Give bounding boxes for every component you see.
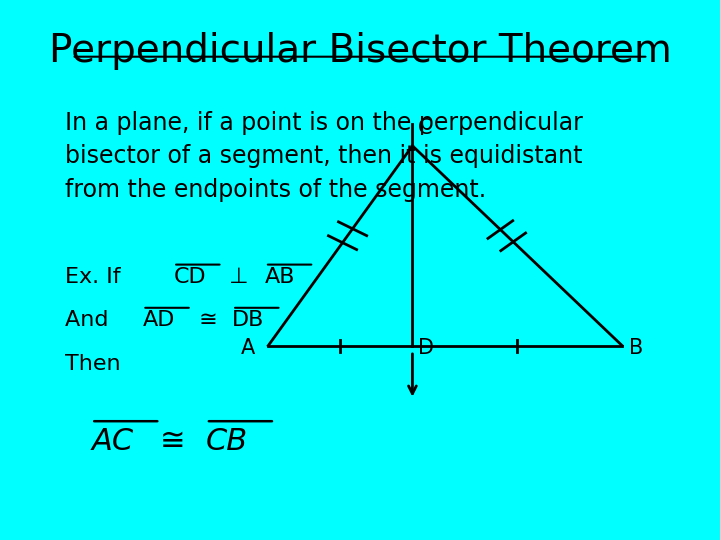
Text: ≅: ≅: [192, 310, 225, 330]
Text: D: D: [418, 338, 433, 359]
Text: CB: CB: [206, 427, 248, 456]
Text: Then: Then: [65, 354, 121, 374]
Text: And: And: [65, 310, 116, 330]
Text: B: B: [629, 338, 643, 359]
Text: AC: AC: [91, 427, 133, 456]
Text: Ex. If: Ex. If: [65, 267, 128, 287]
Text: Perpendicular Bisector Theorem: Perpendicular Bisector Theorem: [49, 32, 671, 70]
Text: DB: DB: [233, 310, 265, 330]
Text: AD: AD: [143, 310, 175, 330]
Text: CD: CD: [174, 267, 206, 287]
Text: ≅: ≅: [160, 427, 186, 456]
Text: In a plane, if a point is on the perpendicular
bisector of a segment, then it is: In a plane, if a point is on the perpend…: [65, 111, 583, 202]
Text: ⊥: ⊥: [222, 267, 256, 287]
Text: A: A: [241, 338, 255, 359]
Text: C: C: [418, 118, 432, 138]
Text: AB: AB: [265, 267, 295, 287]
